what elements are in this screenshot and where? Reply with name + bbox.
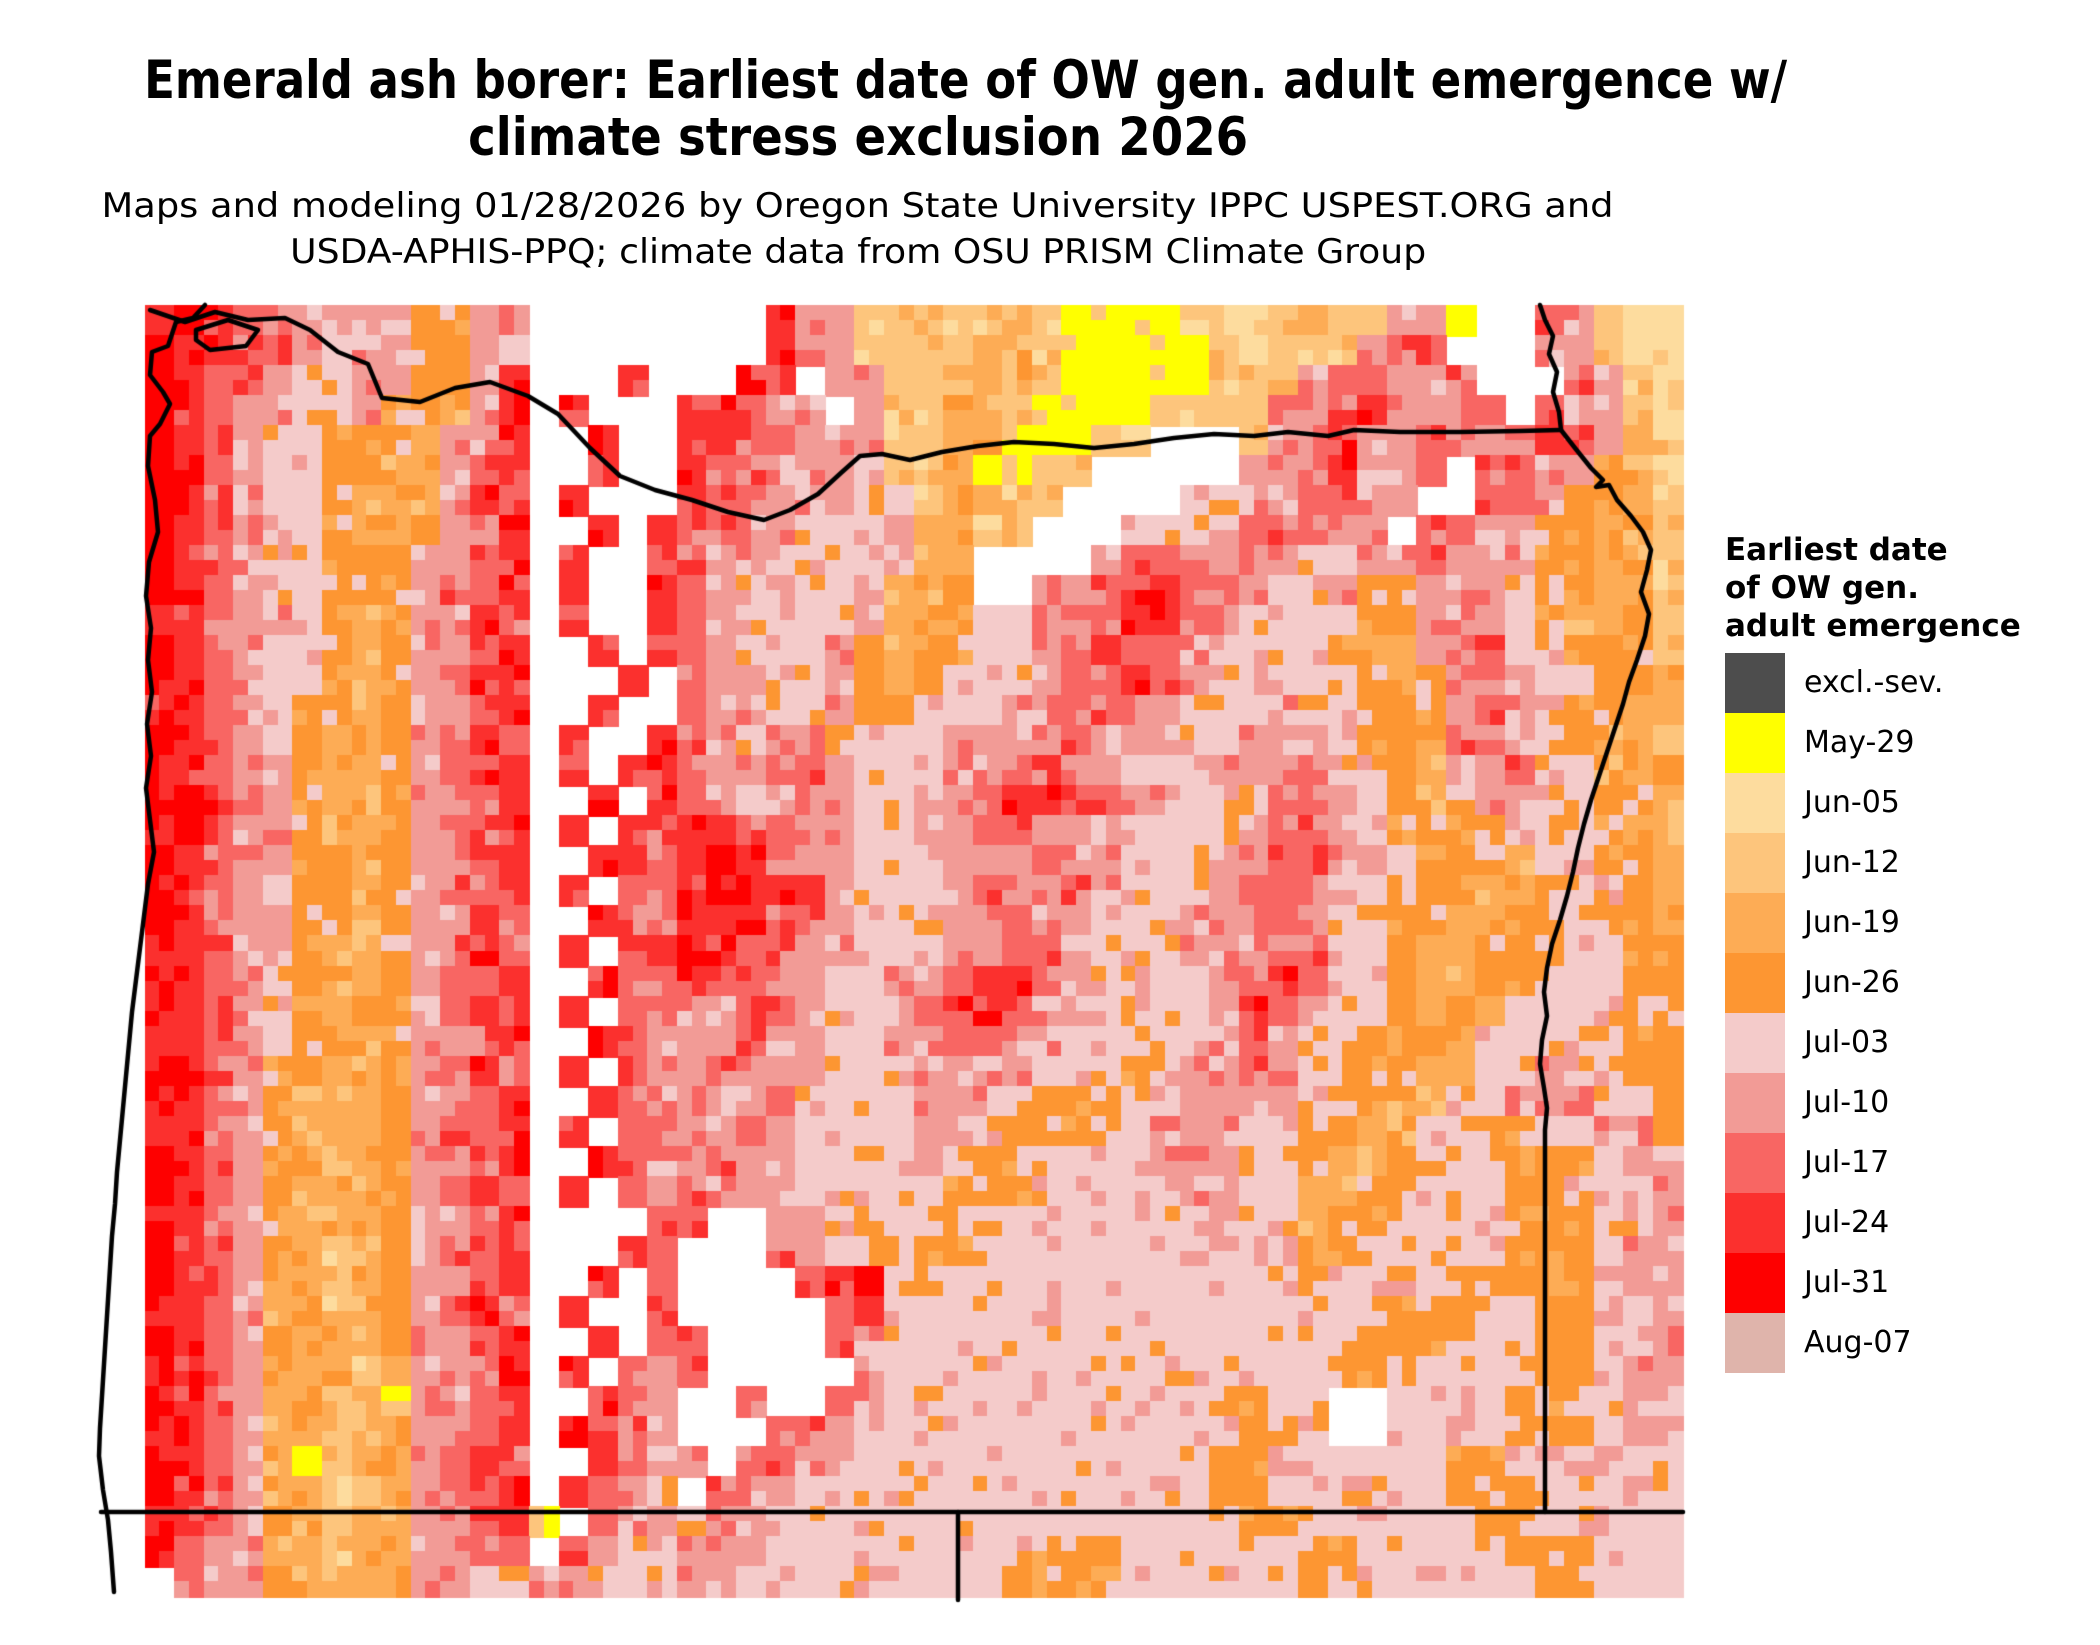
title-line-2: climate stress exclusion 2026 bbox=[468, 107, 1248, 168]
legend-item-excl-sev-: excl.-sev. bbox=[1725, 653, 2095, 713]
legend-swatch bbox=[1725, 953, 1785, 1013]
legend-label: Jun-05 bbox=[1804, 785, 1900, 820]
legend-title-line-2: of OW gen. bbox=[1725, 570, 1919, 606]
legend-item-jun-12: Jun-12 bbox=[1725, 833, 2095, 893]
legend-swatch bbox=[1725, 833, 1785, 893]
legend-label: Aug-07 bbox=[1804, 1325, 1912, 1360]
legend-item-jun-19: Jun-19 bbox=[1725, 893, 2095, 953]
legend-label: Jul-10 bbox=[1804, 1085, 1890, 1120]
legend-item-may-29: May-29 bbox=[1725, 713, 2095, 773]
legend-swatch bbox=[1725, 713, 1785, 773]
title-line-1: Emerald ash borer: Earliest date of OW g… bbox=[144, 50, 1788, 111]
legend-item-jul-03: Jul-03 bbox=[1725, 1013, 2095, 1073]
legend-swatch bbox=[1725, 1313, 1785, 1373]
subtitle-line-1: Maps and modeling 01/28/2026 by Oregon S… bbox=[102, 186, 1614, 226]
legend-label: Jul-17 bbox=[1804, 1145, 1890, 1180]
legend-label: Jul-31 bbox=[1804, 1265, 1890, 1300]
legend-label: May-29 bbox=[1804, 725, 1915, 760]
legend-swatch bbox=[1725, 893, 1785, 953]
legend-item-jun-05: Jun-05 bbox=[1725, 773, 2095, 833]
map-legend: Earliest date of OW gen. adult emergence… bbox=[1725, 531, 2095, 1373]
legend-label: Jun-19 bbox=[1804, 905, 1900, 940]
legend-items: excl.-sev. May-29 Jun-05 Jun-12 Jun-19 Jun-26… bbox=[1725, 653, 2095, 1373]
subtitle-line-2: USDA-APHIS-PPQ; climate data from OSU PR… bbox=[290, 232, 1426, 272]
legend-swatch bbox=[1725, 1133, 1785, 1193]
legend-title: Earliest date of OW gen. adult emergence bbox=[1725, 531, 2095, 645]
legend-item-jul-10: Jul-10 bbox=[1725, 1073, 2095, 1133]
legend-item-aug-07: Aug-07 bbox=[1725, 1313, 2095, 1373]
legend-swatch bbox=[1725, 1193, 1785, 1253]
legend-swatch bbox=[1725, 653, 1785, 713]
legend-item-jun-26: Jun-26 bbox=[1725, 953, 2095, 1013]
legend-item-jul-31: Jul-31 bbox=[1725, 1253, 2095, 1313]
legend-label: excl.-sev. bbox=[1804, 665, 1944, 700]
legend-swatch bbox=[1725, 773, 1785, 833]
legend-swatch bbox=[1725, 1253, 1785, 1313]
legend-label: Jul-03 bbox=[1804, 1025, 1890, 1060]
legend-item-jul-24: Jul-24 bbox=[1725, 1193, 2095, 1253]
legend-swatch bbox=[1725, 1013, 1785, 1073]
page-subtitle: Maps and modeling 01/28/2026 by Oregon S… bbox=[0, 183, 1716, 275]
legend-title-line-3: adult emergence bbox=[1725, 608, 2021, 644]
legend-title-line-1: Earliest date bbox=[1725, 532, 1948, 568]
legend-label: Jul-24 bbox=[1804, 1205, 1890, 1240]
legend-label: Jun-26 bbox=[1804, 965, 1900, 1000]
page-title: Emerald ash borer: Earliest date of OW g… bbox=[0, 52, 1787, 168]
legend-label: Jun-12 bbox=[1804, 845, 1900, 880]
legend-item-jul-17: Jul-17 bbox=[1725, 1133, 2095, 1193]
legend-swatch bbox=[1725, 1073, 1785, 1133]
